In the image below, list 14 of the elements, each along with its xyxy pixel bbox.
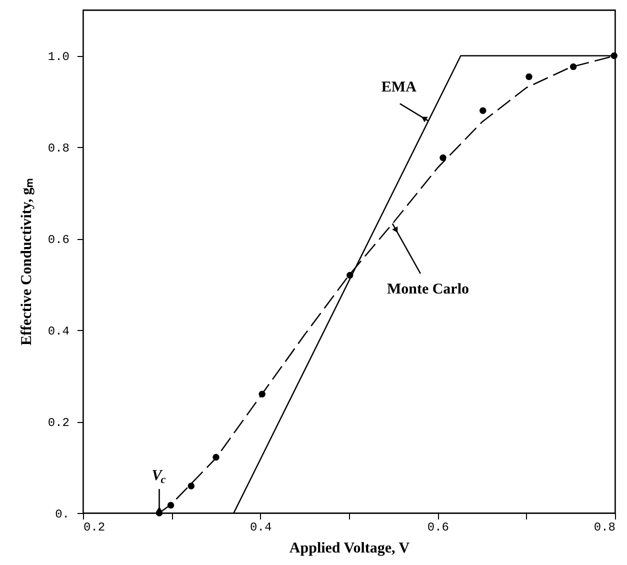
x-axis-title: Applied Voltage, V	[289, 540, 410, 556]
y-tick-label: 0.	[55, 508, 70, 522]
y-tick-label: 0.2	[48, 416, 70, 430]
y-tick-label: 0.8	[48, 142, 70, 156]
y-tick-label: 1.0	[48, 50, 70, 64]
y-tick-label: 0.4	[48, 324, 70, 339]
annotation: Monte Carlo	[386, 282, 470, 298]
x-tick-label: 0.6	[427, 520, 449, 534]
x-tick-label: 0.8	[594, 520, 616, 534]
x-tick-label: 0.4	[250, 520, 272, 534]
x-tick-label: 0.2	[84, 520, 106, 534]
y-axis-title: Effective Conductivity, gₘ	[18, 178, 35, 346]
annotation: EMA	[381, 80, 417, 96]
y-tick-label: 0.6	[48, 233, 70, 248]
